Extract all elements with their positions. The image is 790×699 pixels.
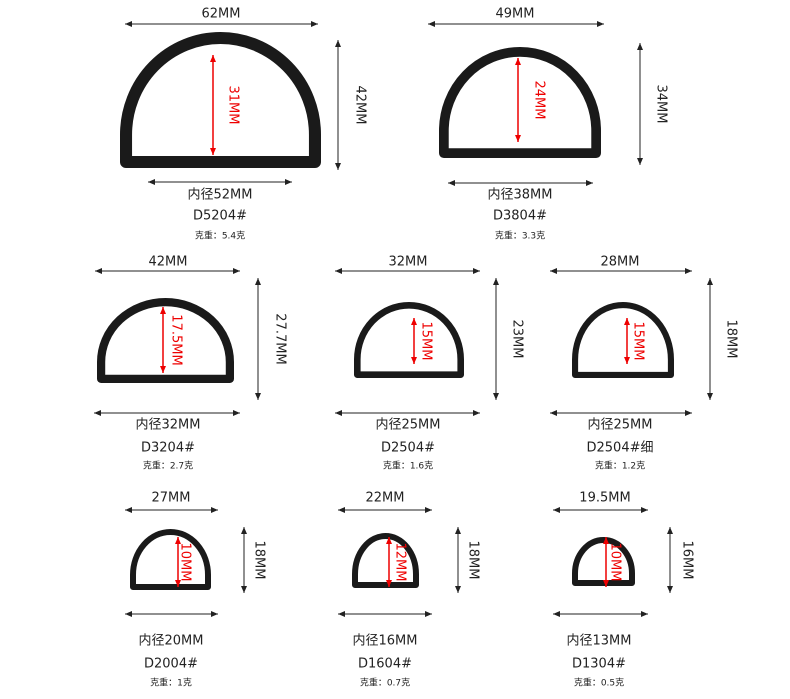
weight: 克重：5.4克 bbox=[195, 230, 245, 242]
model: D2504# bbox=[381, 441, 435, 456]
inner-height-label: 31MM bbox=[226, 86, 241, 125]
model: D1604# bbox=[358, 657, 412, 672]
model: D5204# bbox=[193, 209, 247, 224]
weight: 克重：2.7克 bbox=[143, 460, 193, 472]
model: D1304# bbox=[572, 657, 626, 672]
d-ring bbox=[439, 47, 601, 158]
inner-height-label: 24MM bbox=[532, 81, 547, 120]
height-label: 42MM bbox=[353, 86, 368, 125]
width-label: 62MM bbox=[202, 7, 241, 22]
weight: 克重：3.3克 bbox=[495, 230, 545, 242]
d-ring bbox=[120, 32, 321, 168]
d-ring bbox=[130, 529, 211, 590]
height-label: 18MM bbox=[466, 541, 481, 580]
inner-height-label: 10MM bbox=[178, 543, 193, 582]
model: D3204# bbox=[141, 441, 195, 456]
height-label: 34MM bbox=[654, 85, 669, 124]
d-ring bbox=[97, 298, 234, 383]
width-label: 22MM bbox=[366, 491, 405, 506]
width-label: 32MM bbox=[389, 255, 428, 270]
inner-width: 内径20MM bbox=[139, 633, 204, 649]
height-label: 27.7MM bbox=[273, 313, 288, 364]
weight: 克重：0.7克 bbox=[360, 677, 410, 689]
weight: 克重：1.6克 bbox=[383, 460, 433, 472]
d-ring bbox=[354, 302, 464, 378]
width-label: 19.5MM bbox=[579, 491, 630, 506]
height-label: 23MM bbox=[510, 320, 525, 359]
model: D2504#细 bbox=[587, 441, 654, 456]
width-label: 49MM bbox=[496, 7, 535, 22]
inner-height-label: 12MM bbox=[393, 543, 408, 582]
height-label: 16MM bbox=[680, 541, 695, 580]
width-label: 42MM bbox=[149, 255, 188, 270]
model: D2004# bbox=[144, 657, 198, 672]
inner-width: 内径25MM bbox=[376, 417, 441, 433]
weight: 克重：0.5克 bbox=[574, 677, 624, 689]
inner-width: 内径13MM bbox=[567, 633, 632, 649]
inner-width: 内径32MM bbox=[136, 417, 201, 433]
model: D3804# bbox=[493, 209, 547, 224]
weight: 克重：1.2克 bbox=[595, 460, 645, 472]
d-ring bbox=[352, 533, 419, 588]
inner-width: 内径52MM bbox=[188, 187, 253, 203]
weight: 克重：1克 bbox=[150, 677, 192, 689]
inner-height-label: 15MM bbox=[419, 322, 434, 361]
inner-height-label: 10MM bbox=[608, 543, 623, 582]
inner-width: 内径16MM bbox=[353, 633, 418, 649]
width-label: 27MM bbox=[152, 491, 191, 506]
height-label: 18MM bbox=[724, 320, 739, 359]
width-label: 28MM bbox=[601, 255, 640, 270]
inner-height-label: 17.5MM bbox=[169, 314, 184, 365]
d-ring bbox=[572, 302, 674, 378]
inner-width: 内径38MM bbox=[488, 187, 553, 203]
inner-width: 内径25MM bbox=[588, 417, 653, 433]
inner-height-label: 15MM bbox=[631, 322, 646, 361]
height-label: 18MM bbox=[252, 541, 267, 580]
